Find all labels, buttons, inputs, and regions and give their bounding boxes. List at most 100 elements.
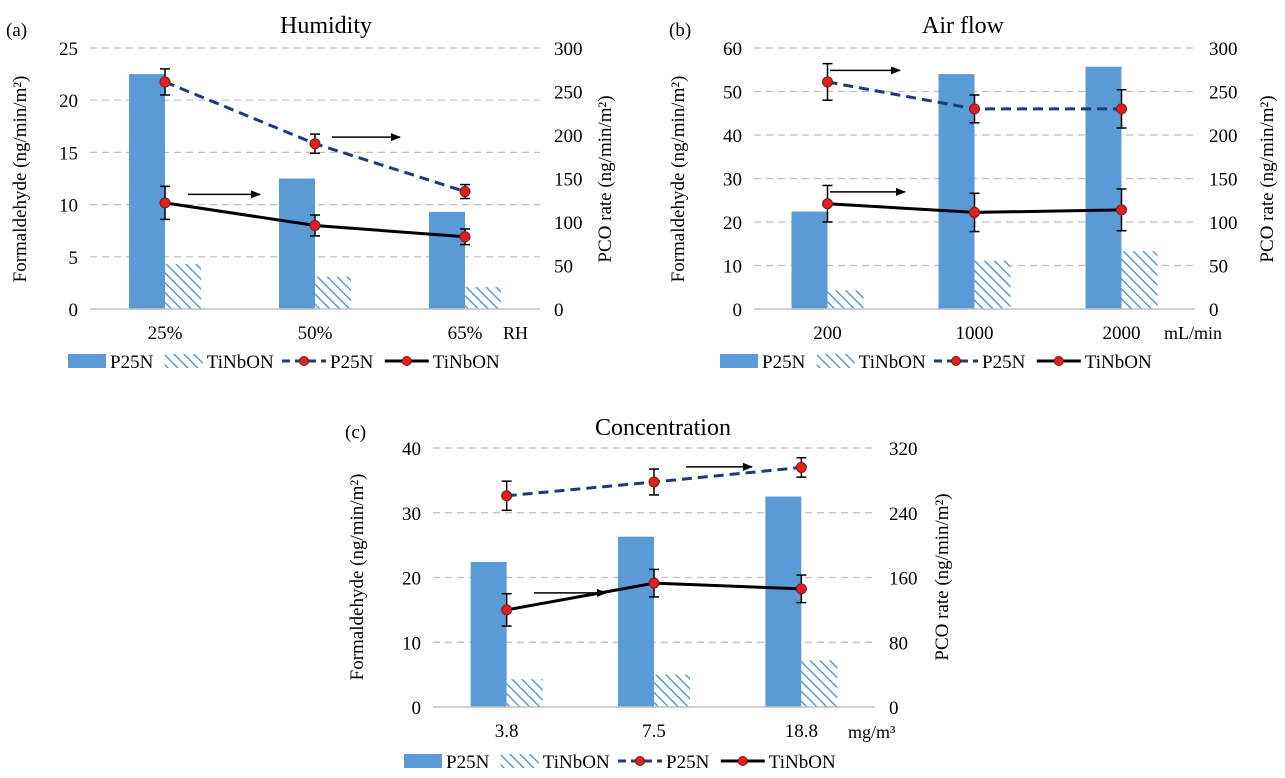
x-tick-label: 2000: [1103, 323, 1141, 344]
y-axis-label: Formaldehyde (ng/min/m²): [668, 76, 689, 283]
x-axis-unit: mg/m³: [848, 722, 896, 742]
data-point: [795, 583, 807, 595]
bar-p25n: [470, 561, 507, 707]
data-point: [822, 198, 833, 210]
legend-line-tinbon: TiNbON: [1085, 352, 1152, 373]
bar-tinbon: [506, 679, 543, 707]
y2-tick-label: 150: [554, 170, 583, 191]
y-tick-label: 50: [723, 83, 742, 104]
y2-tick-label: 240: [889, 504, 918, 525]
legend-swatch: [68, 354, 106, 368]
panel-label: (b): [669, 20, 691, 41]
data-point: [822, 76, 833, 88]
legend-bar-p25n: P25N: [446, 752, 490, 773]
legend-line-tinbon: TiNbON: [769, 752, 836, 773]
data-point: [501, 604, 513, 616]
legend-swatch: [720, 354, 758, 368]
y-tick-label: 0: [69, 300, 79, 321]
y-tick-label: 60: [723, 39, 742, 60]
legend-bar-p25n: P25N: [110, 352, 154, 373]
y-axis-label: Formaldehyde (ng/min/m²): [347, 474, 368, 681]
y2-axis-label: PCO rate (ng/min/m²): [1257, 95, 1278, 262]
y2-tick-label: 320: [889, 439, 918, 460]
chart-title: Air flow: [922, 13, 1005, 39]
bar-tinbon: [827, 290, 864, 309]
data-point: [159, 76, 171, 88]
legend-marker: [299, 356, 309, 366]
y-tick-label: 15: [59, 143, 78, 164]
x-tick-label: 3.8: [495, 721, 519, 742]
y-tick-label: 0: [412, 698, 422, 719]
y-tick-label: 20: [402, 569, 421, 590]
y2-tick-label: 200: [554, 126, 583, 147]
y-tick-label: 5: [69, 248, 79, 269]
x-axis-unit: RH: [503, 323, 528, 343]
x-axis-unit: mL/min: [1164, 323, 1222, 343]
bar-p25n: [129, 74, 165, 309]
y-tick-label: 20: [723, 213, 742, 234]
chart-title: Concentration: [595, 415, 731, 441]
bar-tinbon: [165, 264, 201, 309]
y-tick-label: 30: [723, 170, 742, 191]
y2-tick-label: 200: [1209, 126, 1238, 147]
legend-marker: [737, 756, 748, 766]
y2-tick-label: 80: [889, 633, 908, 654]
y2-tick-label: 50: [554, 257, 573, 278]
y2-tick-label: 100: [554, 213, 583, 234]
bar-tinbon: [801, 660, 838, 707]
y2-tick-label: 50: [1209, 257, 1228, 278]
data-point: [1116, 204, 1127, 216]
data-point: [459, 186, 471, 198]
x-tick-label: 7.5: [642, 721, 666, 742]
y2-tick-label: 160: [889, 569, 918, 590]
x-tick-label: 50%: [298, 323, 333, 344]
y2-tick-label: 250: [1209, 83, 1238, 104]
y2-tick-label: 300: [554, 39, 583, 60]
data-point: [969, 103, 980, 115]
legend-bar-tinbon: TiNbON: [207, 352, 274, 373]
y2-tick-label: 0: [554, 300, 564, 321]
x-tick-label: 65%: [448, 323, 483, 344]
y-tick-label: 40: [723, 126, 742, 147]
data-point: [795, 461, 807, 473]
bar-p25n: [429, 211, 465, 309]
bar-tinbon: [1121, 251, 1158, 309]
bar-p25n: [938, 74, 975, 309]
data-point: [501, 490, 513, 502]
y-tick-label: 0: [733, 300, 743, 321]
y2-tick-label: 150: [1209, 170, 1238, 191]
legend-swatch: [816, 354, 855, 368]
y-tick-label: 10: [723, 257, 742, 278]
y2-tick-label: 100: [1209, 213, 1238, 234]
chart-title: Humidity: [280, 13, 372, 39]
x-tick-label: 18.8: [785, 721, 818, 742]
bar-p25n: [791, 211, 828, 309]
y2-tick-label: 300: [1209, 39, 1238, 60]
panel-label: (a): [6, 20, 27, 41]
data-point: [159, 197, 171, 209]
bar-tinbon: [974, 260, 1011, 309]
bar-p25n: [279, 178, 315, 309]
data-point: [309, 219, 321, 231]
legend-line-p25n: P25N: [982, 352, 1026, 373]
bar-p25n: [618, 536, 654, 707]
y-axis-label: Formaldehyde (ng/min/m²): [10, 76, 31, 283]
panel-label: (c): [345, 422, 366, 443]
bar-p25n: [765, 496, 802, 707]
legend-bar-p25n: P25N: [762, 352, 806, 373]
data-point: [459, 231, 471, 243]
bar-tinbon: [654, 674, 690, 707]
y-tick-label: 40: [402, 439, 421, 460]
data-point: [969, 206, 980, 218]
y-tick-label: 10: [59, 196, 78, 217]
bar-p25n: [1085, 66, 1122, 309]
y2-axis-label: PCO rate (ng/min/m²): [932, 493, 953, 660]
y2-tick-label: 0: [889, 698, 899, 719]
y-tick-label: 20: [59, 91, 78, 112]
legend-swatch: [164, 354, 203, 368]
y2-tick-label: 250: [554, 83, 583, 104]
y-tick-label: 25: [59, 39, 78, 60]
y2-tick-label: 0: [1209, 300, 1219, 321]
legend-line-p25n: P25N: [666, 752, 710, 773]
